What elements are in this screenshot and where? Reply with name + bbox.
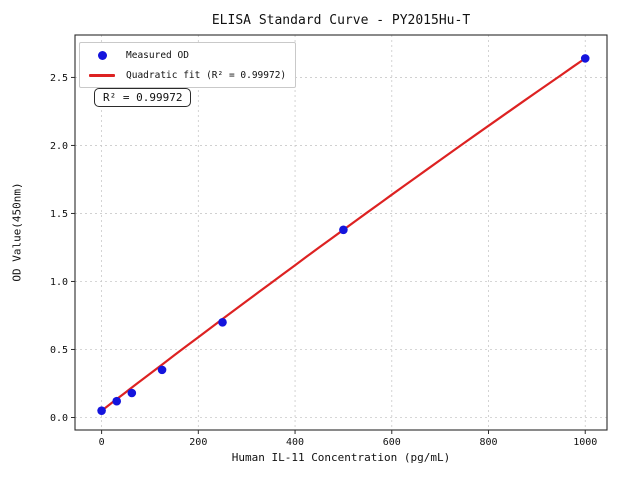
y-tick-label: 0.0 bbox=[50, 413, 68, 424]
data-point bbox=[157, 365, 167, 375]
y-tick-label: 1.5 bbox=[50, 209, 68, 220]
legend-entry-measured-od: Measured OD bbox=[87, 47, 286, 63]
x-axis-label: Human IL-11 Concentration (pg/mL) bbox=[231, 451, 451, 464]
x-tick-label: 800 bbox=[479, 437, 497, 448]
legend-handle bbox=[87, 50, 117, 60]
x-tick-label: 1000 bbox=[573, 437, 597, 448]
x-tick-label: 600 bbox=[383, 437, 401, 448]
x-tick-label: 200 bbox=[189, 437, 207, 448]
data-point bbox=[112, 396, 122, 406]
y-tick-label: 2.0 bbox=[50, 141, 68, 152]
data-point bbox=[580, 54, 590, 63]
legend: Measured OD Quadratic fit (R² = 0.99972) bbox=[79, 42, 297, 88]
data-point bbox=[218, 317, 227, 327]
axes-spines bbox=[74, 34, 608, 431]
r-squared-annotation: R² = 0.99972 bbox=[94, 88, 192, 107]
y-axis-label: OD Value(450nm) bbox=[10, 182, 24, 282]
legend-label-quadratic-fit: Quadratic fit (R² = 0.99972) bbox=[126, 69, 287, 81]
legend-entry-quadratic-fit: Quadratic fit (R² = 0.99972) bbox=[87, 67, 286, 83]
fit-line-marker-icon bbox=[89, 73, 115, 77]
x-tick-label: 0 bbox=[99, 437, 105, 448]
legend-handle bbox=[87, 73, 117, 77]
measured-od-marker-icon bbox=[97, 50, 107, 60]
quadratic-fit-line bbox=[100, 57, 587, 412]
data-point bbox=[127, 388, 137, 398]
legend-label-measured-od: Measured OD bbox=[126, 49, 189, 61]
y-tick-label: 1.0 bbox=[50, 277, 68, 288]
y-tick-label: 2.5 bbox=[50, 73, 68, 84]
y-tick-label: 0.5 bbox=[50, 345, 68, 356]
data-point bbox=[339, 225, 348, 235]
x-tick-label: 400 bbox=[286, 437, 304, 448]
chart-title: ELISA Standard Curve - PY2015Hu-T bbox=[211, 13, 471, 28]
data-point bbox=[97, 406, 106, 415]
